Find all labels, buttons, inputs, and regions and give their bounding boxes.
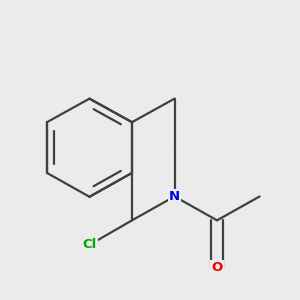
Text: Cl: Cl — [82, 238, 97, 251]
Text: N: N — [169, 190, 180, 203]
Text: O: O — [212, 261, 223, 274]
